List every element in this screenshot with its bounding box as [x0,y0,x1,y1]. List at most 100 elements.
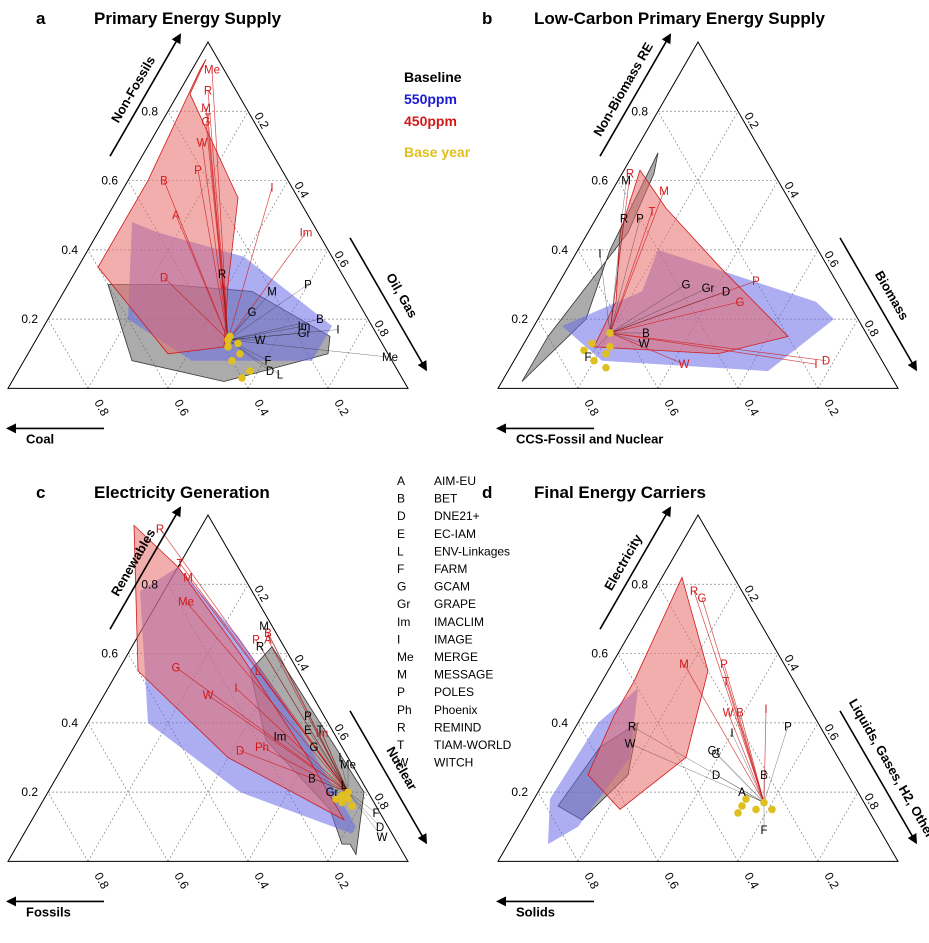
triangle-frame [497,514,899,862]
model-abbr: E [397,527,405,541]
right-tick-label: 0.8 [371,318,392,340]
model-name: AIM-EU [434,474,476,488]
trajectory-line [763,726,789,803]
trajectory-line [741,791,765,803]
grid-line [817,318,859,389]
right-axis-label: Biomass [872,268,912,322]
model-point-label: D [722,286,730,298]
panel-letter: c [36,483,45,502]
model-point-label: G [698,593,707,605]
trajectory-line [609,218,641,334]
left-tick-label: 0.2 [21,312,38,326]
base-year-point [246,367,254,375]
left-tick-label: 0.6 [101,647,118,661]
scenario-regions [521,152,834,382]
trajectory-line [609,332,685,365]
model-abbr: Im [397,615,410,629]
model-point-label: I [730,728,733,740]
left-tick-label: 0.8 [631,104,648,118]
scenario-regions [133,524,365,856]
model-point-label: B [760,770,768,782]
base-year-point [734,809,742,817]
model-point-label: F [264,356,271,368]
trajectory-line [259,646,349,793]
base-year-point [344,795,352,803]
left-tick-label: 0.4 [551,716,568,730]
model-point-label: F [760,825,767,837]
left-tick-label: 0.4 [61,243,78,257]
model-point-label: T [648,207,655,219]
model-abbr: L [397,544,404,558]
model-name: POLES [434,685,474,699]
trajectories [629,591,789,831]
right-axis-label: Oil, Gas [383,270,421,320]
model-point-label: I [598,248,601,260]
trajectory-line [347,791,381,827]
base-year-point [768,805,776,814]
model-point-label: P [720,659,728,671]
right-tick-label: 0.6 [331,721,352,743]
model-point-label: G [712,749,721,761]
trajectories [587,173,827,365]
model-name: EC-IAM [434,527,476,541]
grid-line [327,318,369,389]
model-point-label: A [264,635,272,647]
model-point-label: W [203,690,214,702]
panel-letter: a [36,9,46,28]
trajectory-line [609,211,653,334]
model-name: Phoenix [434,703,477,717]
grid-lines [537,583,859,862]
trajectory-line [683,663,765,803]
trajectory-line [227,187,273,341]
legend-base-year: Base year [404,144,471,160]
base-year-point [760,798,768,807]
model-point-label: Im [274,732,287,744]
right-tick-label: 0.6 [821,721,842,743]
base-year-points [332,788,356,810]
model-point-label: Me [204,65,220,77]
base-year-point [224,343,232,351]
bottom-tick-label: 0.6 [171,397,192,419]
model-point-label: Ph [255,742,269,754]
model-abbr: B [397,492,405,506]
bottom-axis-label: Fossils [26,904,71,919]
base-year-point [588,339,596,348]
grid-line [47,318,89,389]
model-point-label: P [784,721,792,733]
model-point-label: W [197,137,208,149]
model-point-label: D [266,366,274,378]
base-year-point [338,791,346,800]
model-name: IMAGE [434,632,473,646]
trajectory-line [713,750,765,803]
base-year-point [338,798,346,807]
model-point-label: Im [298,321,311,333]
trajectory-line [227,325,305,341]
trajectory-line [227,284,309,341]
model-point-label: W [723,707,734,719]
left-tick-label: 0.2 [511,312,528,326]
model-name: MESSAGE [434,668,493,682]
base-year-point [590,356,598,365]
model-name: IMACLIM [434,615,484,629]
trajectory-line [175,667,349,793]
trajectory-line [175,215,229,341]
model-point-label: F [372,808,379,820]
trajectory-line [163,180,229,341]
model-point-label: G [736,297,745,309]
base-year-point [602,349,610,358]
model-point-label: A [738,787,746,799]
model-point-label: Gr [708,746,721,758]
base-year-point [752,805,760,814]
model-point-label: I [336,325,339,337]
trajectory-line [609,190,665,334]
right-tick-label: 0.4 [291,179,312,201]
model-point-label: I [764,704,767,716]
left-tick-label: 0.8 [631,577,648,591]
trajectory-line [211,69,229,340]
panel-letter: d [482,483,492,502]
right-tick-label: 0.8 [861,791,882,813]
model-point-label: E [304,725,312,737]
